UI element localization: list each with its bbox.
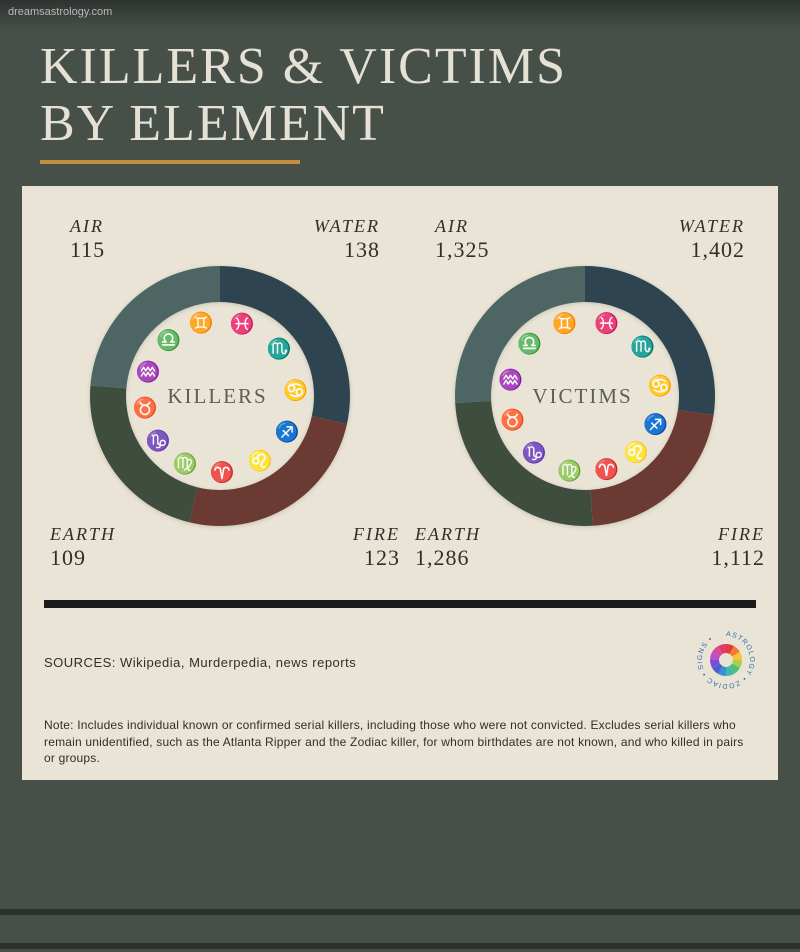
charts-row: KILLERS♓♏♋♐♌♈♍♑♉♒♎♊AIR115WATER138EARTH10…: [40, 216, 760, 576]
segment-value: 1,286: [415, 545, 505, 571]
segment-air: [90, 266, 220, 388]
segment-value: 1,402: [655, 237, 745, 263]
segment-name: WATER: [655, 216, 745, 237]
segment-water: [585, 266, 715, 415]
segment-fire: [189, 417, 347, 527]
segment-label-earth: EARTH109: [50, 524, 140, 571]
top-shadow: [0, 0, 800, 30]
chart-victims: VICTIMS♓♏♋♐♌♈♍♑♉♒♎♊AIR1,325WATER1,402EAR…: [405, 216, 760, 576]
donut-svg: [455, 266, 715, 526]
svg-text:ASTROLOGY • ZODIAC • SIGNS •: ASTROLOGY • ZODIAC • SIGNS •: [697, 631, 755, 689]
page-title: KILLERS & VICTIMS BY ELEMENT: [40, 38, 760, 152]
segment-value: 115: [70, 237, 160, 263]
title-line-1: KILLERS & VICTIMS: [40, 38, 567, 95]
zigzag-border: [0, 872, 800, 952]
segment-name: AIR: [70, 216, 160, 237]
segment-value: 1,112: [675, 545, 765, 571]
segment-label-air: AIR115: [70, 216, 160, 263]
sources-text: SOURCES: Wikipedia, Murderpedia, news re…: [44, 655, 356, 670]
segment-name: EARTH: [50, 524, 140, 545]
astrology-badge-svg: ASTROLOGY • ZODIAC • SIGNS •: [696, 630, 756, 690]
watermark: dreamsastrology.com: [8, 6, 112, 18]
sources-row: SOURCES: Wikipedia, Murderpedia, news re…: [40, 630, 760, 695]
segment-name: FIRE: [310, 524, 400, 545]
segment-earth: [455, 401, 593, 526]
segment-fire: [591, 410, 714, 526]
segment-label-earth: EARTH1,286: [415, 524, 505, 571]
segment-earth: [90, 386, 198, 523]
segment-label-fire: FIRE1,112: [675, 524, 765, 571]
segment-value: 109: [50, 545, 140, 571]
astrology-badge: ASTROLOGY • ZODIAC • SIGNS •: [696, 630, 756, 695]
segment-value: 123: [310, 545, 400, 571]
segment-label-air: AIR1,325: [435, 216, 525, 263]
segment-value: 138: [290, 237, 380, 263]
segment-name: WATER: [290, 216, 380, 237]
donut-svg: [90, 266, 350, 526]
segment-label-water: WATER1,402: [655, 216, 745, 263]
title-accent-bar: [40, 160, 300, 164]
segment-water: [220, 266, 350, 424]
content-panel: KILLERS♓♏♋♐♌♈♍♑♉♒♎♊AIR115WATER138EARTH10…: [22, 186, 778, 780]
chart-killers: KILLERS♓♏♋♐♌♈♍♑♉♒♎♊AIR115WATER138EARTH10…: [40, 216, 395, 576]
segment-name: AIR: [435, 216, 525, 237]
segment-label-water: WATER138: [290, 216, 380, 263]
segment-name: EARTH: [415, 524, 505, 545]
segment-label-fire: FIRE123: [310, 524, 400, 571]
title-line-2: BY ELEMENT: [40, 95, 386, 152]
segment-value: 1,325: [435, 237, 525, 263]
segment-air: [455, 266, 585, 403]
segment-name: FIRE: [675, 524, 765, 545]
divider-bar: [44, 600, 756, 608]
footnote: Note: Includes individual known or confi…: [40, 717, 760, 766]
